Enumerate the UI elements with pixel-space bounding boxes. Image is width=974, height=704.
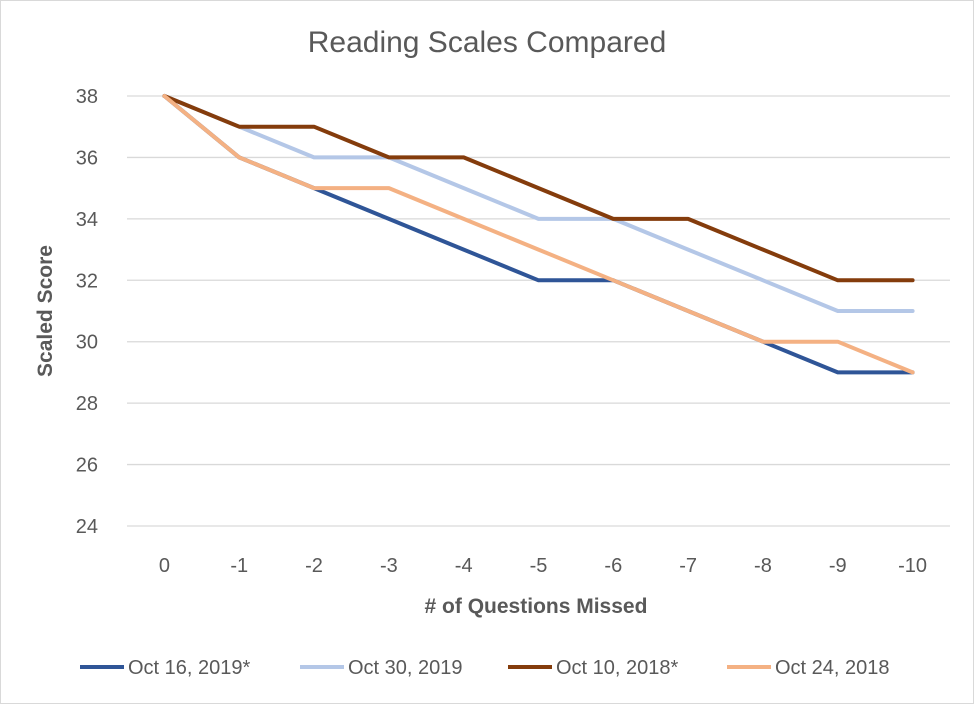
x-tick-label: -10: [898, 555, 927, 577]
y-tick-label: 30: [76, 332, 98, 354]
y-tick-label: 38: [76, 86, 98, 108]
x-tick-label: -1: [230, 555, 248, 577]
series-line: [164, 96, 912, 372]
x-tick-label: -3: [380, 555, 398, 577]
legend-label: Oct 30, 2019: [348, 657, 463, 679]
x-tick-label: -7: [679, 555, 697, 577]
y-tick-label: 24: [76, 516, 98, 538]
x-tick-label: -5: [530, 555, 548, 577]
x-tick-label: -8: [754, 555, 772, 577]
chart-title: Reading Scales Compared: [308, 26, 667, 59]
x-tick-label: -2: [305, 555, 323, 577]
y-tick-label: 28: [76, 393, 98, 415]
y-tick-label: 36: [76, 147, 98, 169]
series-line: [164, 96, 912, 372]
series-line: [164, 96, 912, 280]
x-axis-title: # of Questions Missed: [425, 595, 648, 618]
legend-label: Oct 10, 2018*: [556, 657, 679, 679]
y-tick-label: 34: [76, 209, 98, 231]
y-axis-title: Scaled Score: [34, 245, 57, 377]
y-tick-label: 32: [76, 270, 98, 292]
x-tick-label: -4: [455, 555, 473, 577]
legend-label: Oct 16, 2019*: [128, 657, 251, 679]
series-lines: [164, 96, 912, 372]
x-axis-ticks: 0 -1 -2 -3 -4 -5 -6 -7 -8 -9 -10: [159, 555, 927, 577]
x-tick-label: -6: [604, 555, 622, 577]
x-tick-label: 0: [159, 555, 170, 577]
legend-label: Oct 24, 2018: [775, 657, 890, 679]
y-axis-ticks: 24 26 28 30 32 34 36 38: [76, 86, 98, 538]
y-tick-label: 26: [76, 455, 98, 477]
legend: Oct 16, 2019* Oct 30, 2019 Oct 10, 2018* Oc…: [80, 657, 890, 679]
x-tick-label: -9: [829, 555, 847, 577]
